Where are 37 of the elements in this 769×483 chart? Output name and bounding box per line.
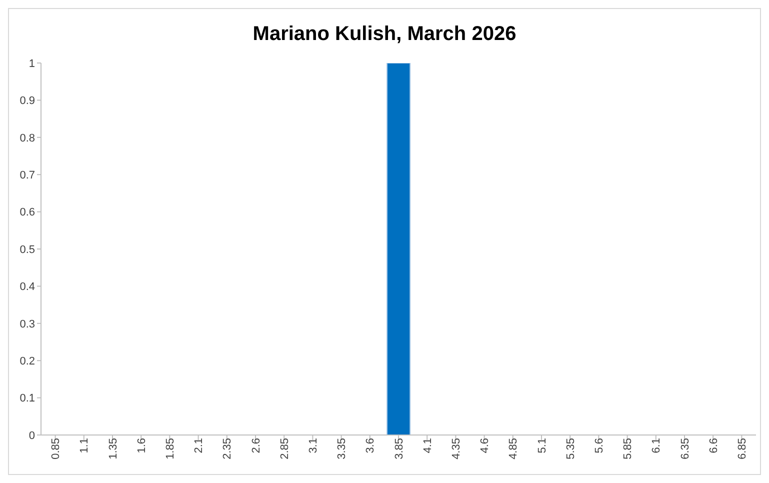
x-tick-label: 5.6 (594, 438, 606, 454)
x-tick-label: 3.35 (336, 438, 348, 460)
y-tick-label: 0.9 (20, 95, 35, 108)
x-tick-label: 5.85 (622, 438, 634, 460)
x-tick-label: 6.85 (736, 438, 749, 460)
x-tick-label: 1.1 (78, 438, 91, 454)
x-tick-label: 1.6 (136, 438, 148, 454)
x-tick-label: 6.35 (679, 438, 692, 460)
x-tick-label: 1.85 (164, 438, 177, 460)
x-tick-label: 5.1 (536, 438, 548, 454)
x-tick-label: 4.35 (450, 438, 463, 460)
x-tick-label: 3.1 (308, 438, 320, 454)
x-tick-label: 6.1 (650, 438, 663, 454)
y-tick-label: 0 (28, 430, 35, 442)
x-tick-label: 3.6 (364, 438, 377, 454)
x-tick-label: 3.85 (393, 438, 406, 460)
chart-title: Mariano Kulish, March 2026 (252, 22, 518, 47)
x-tick-label: 4.6 (479, 438, 492, 454)
y-tick-label: 0.1 (20, 392, 35, 405)
y-tick-label: 0.4 (20, 281, 35, 294)
x-tick-label: 2.1 (193, 438, 206, 454)
x-tick-label: 5.35 (564, 438, 577, 460)
x-tick-label: 2.85 (278, 438, 291, 460)
y-tick-label: 0.8 (20, 132, 35, 144)
x-tick-label: 2.6 (250, 438, 262, 454)
x-tick-label: 0.85 (50, 438, 62, 460)
x-tick-label: 1.35 (107, 438, 120, 460)
x-tick-label: 2.35 (222, 438, 234, 460)
y-tick-label: 0.2 (20, 356, 35, 368)
y-tick-label: 0.6 (20, 206, 35, 219)
y-tick-label: 0.5 (20, 244, 35, 256)
x-tick-label: 4.85 (508, 438, 520, 460)
x-tick-label: 4.1 (422, 438, 434, 454)
y-tick-label: 0.7 (20, 170, 35, 182)
y-tick-label: 0.3 (20, 318, 35, 330)
y-tick-label: 1 (28, 58, 35, 70)
x-tick-label: 6.6 (708, 438, 720, 454)
